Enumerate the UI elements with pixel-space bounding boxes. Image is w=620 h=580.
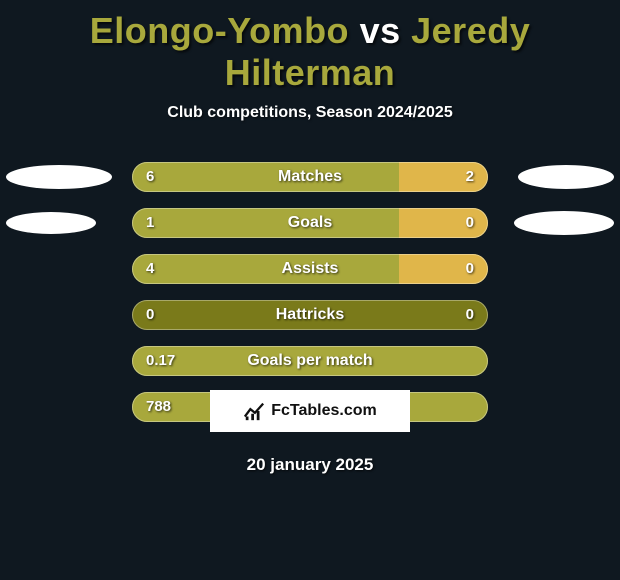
stat-row: Assists40 [0,254,620,284]
bar-track [132,254,488,284]
stat-value-player2: 0 [466,208,474,238]
bar-player2 [399,162,488,192]
stat-value-player2: 2 [466,162,474,192]
stat-value-player1: 4 [146,254,154,284]
stat-value-player1: 788 [146,392,171,422]
player1-oval [6,165,112,189]
page-title: Elongo-Yombo vs Jeredy Hilterman [0,0,620,94]
stat-value-player1: 0.17 [146,346,175,376]
bar-player1 [132,254,399,284]
stat-value-player2: 0 [466,300,474,330]
fctables-badge: FcTables.com [210,390,410,432]
stat-row: Matches62 [0,162,620,192]
player2-oval [518,165,614,189]
bar-player1 [132,208,399,238]
player1-oval [6,212,96,234]
badge-text: FcTables.com [271,402,377,420]
player2-oval [514,211,614,235]
bar-player1 [132,162,399,192]
bar-track [132,300,488,330]
stat-value-player2: 0 [466,254,474,284]
vs-label: vs [360,10,401,51]
date-text: 20 january 2025 [0,455,620,475]
stat-value-player1: 0 [146,300,154,330]
stat-value-player1: 1 [146,208,154,238]
stat-row: Goals per match0.17 [0,346,620,376]
bar-player2 [399,208,488,238]
stat-row: Goals10 [0,208,620,238]
subtitle: Club competitions, Season 2024/2025 [0,104,620,122]
stats-container: Matches62Goals10Assists40Hattricks00Goal… [0,162,620,422]
bar-track [132,346,488,376]
chart-icon [243,400,265,422]
stat-value-player1: 6 [146,162,154,192]
bar-track [132,162,488,192]
bar-track [132,208,488,238]
player1-name: Elongo-Yombo [90,10,349,51]
bar-player2 [399,254,488,284]
bar-player1 [132,346,488,376]
stat-row: Hattricks00 [0,300,620,330]
